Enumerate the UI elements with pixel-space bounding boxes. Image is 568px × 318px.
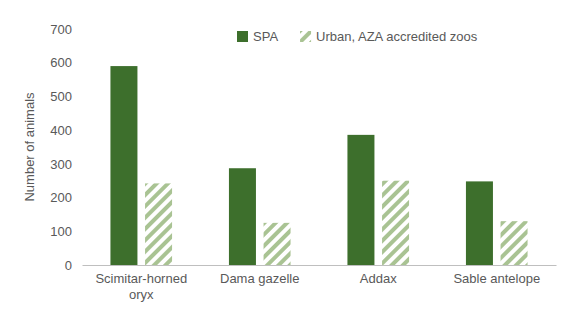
x-tick: Scimitar-hornedoryx (95, 265, 187, 302)
y-tick: 500 (50, 89, 82, 104)
bar (501, 221, 528, 265)
y-tick-label: 100 (50, 224, 72, 239)
plot: 0 100 200 300 400 500 600 700 Scimitar-hornedory… (50, 22, 556, 302)
y-tick: 400 (50, 123, 82, 138)
legend: SPA Urban, AZA accredited zoos (237, 29, 478, 44)
y-tick-label: 200 (50, 190, 72, 205)
y-tick-label: 600 (50, 55, 72, 70)
y-tick-label: 500 (50, 89, 72, 104)
x-axis-line (83, 265, 557, 266)
y-tick-label: 400 (50, 123, 72, 138)
bar (382, 181, 409, 265)
chart: 0 100 200 300 400 500 600 700 Scimitar-hornedory… (0, 0, 568, 318)
x-axis: Scimitar-hornedoryx Dama gazelle Addax Sabl… (83, 265, 557, 302)
bar (466, 181, 493, 265)
y-axis: 0 100 200 300 400 500 600 700 (50, 22, 82, 273)
legend-swatch (237, 31, 248, 42)
y-tick: 0 (65, 258, 82, 273)
x-tick: Addax (360, 265, 397, 286)
bar (110, 66, 137, 265)
y-tick: 300 (50, 157, 82, 172)
y-tick-label: 700 (50, 22, 72, 37)
x-tick: Sable antelope (453, 265, 540, 286)
y-tick: 600 (50, 55, 82, 70)
legend-label: SPA (253, 29, 278, 44)
y-tick-label: 0 (65, 258, 72, 273)
x-tick-label: Dama gazelle (220, 271, 300, 286)
y-tick: 700 (50, 22, 82, 37)
y-tick-label: 300 (50, 157, 72, 172)
y-tick: 100 (50, 224, 82, 239)
bar (145, 183, 172, 265)
legend-label: Urban, AZA accredited zoos (316, 29, 478, 44)
y-tick: 200 (50, 190, 82, 205)
x-tick-label: Sable antelope (453, 271, 540, 286)
y-axis-line (82, 30, 83, 266)
bars (110, 66, 527, 265)
x-tick-label: Scimitar-hornedoryx (95, 271, 187, 302)
y-axis-title: Number of animals (22, 92, 37, 202)
x-tick-label: Addax (360, 271, 397, 286)
bar (347, 135, 374, 265)
legend-swatch (300, 31, 311, 42)
bar (229, 168, 256, 265)
bar (264, 223, 291, 265)
x-tick: Dama gazelle (220, 265, 300, 286)
